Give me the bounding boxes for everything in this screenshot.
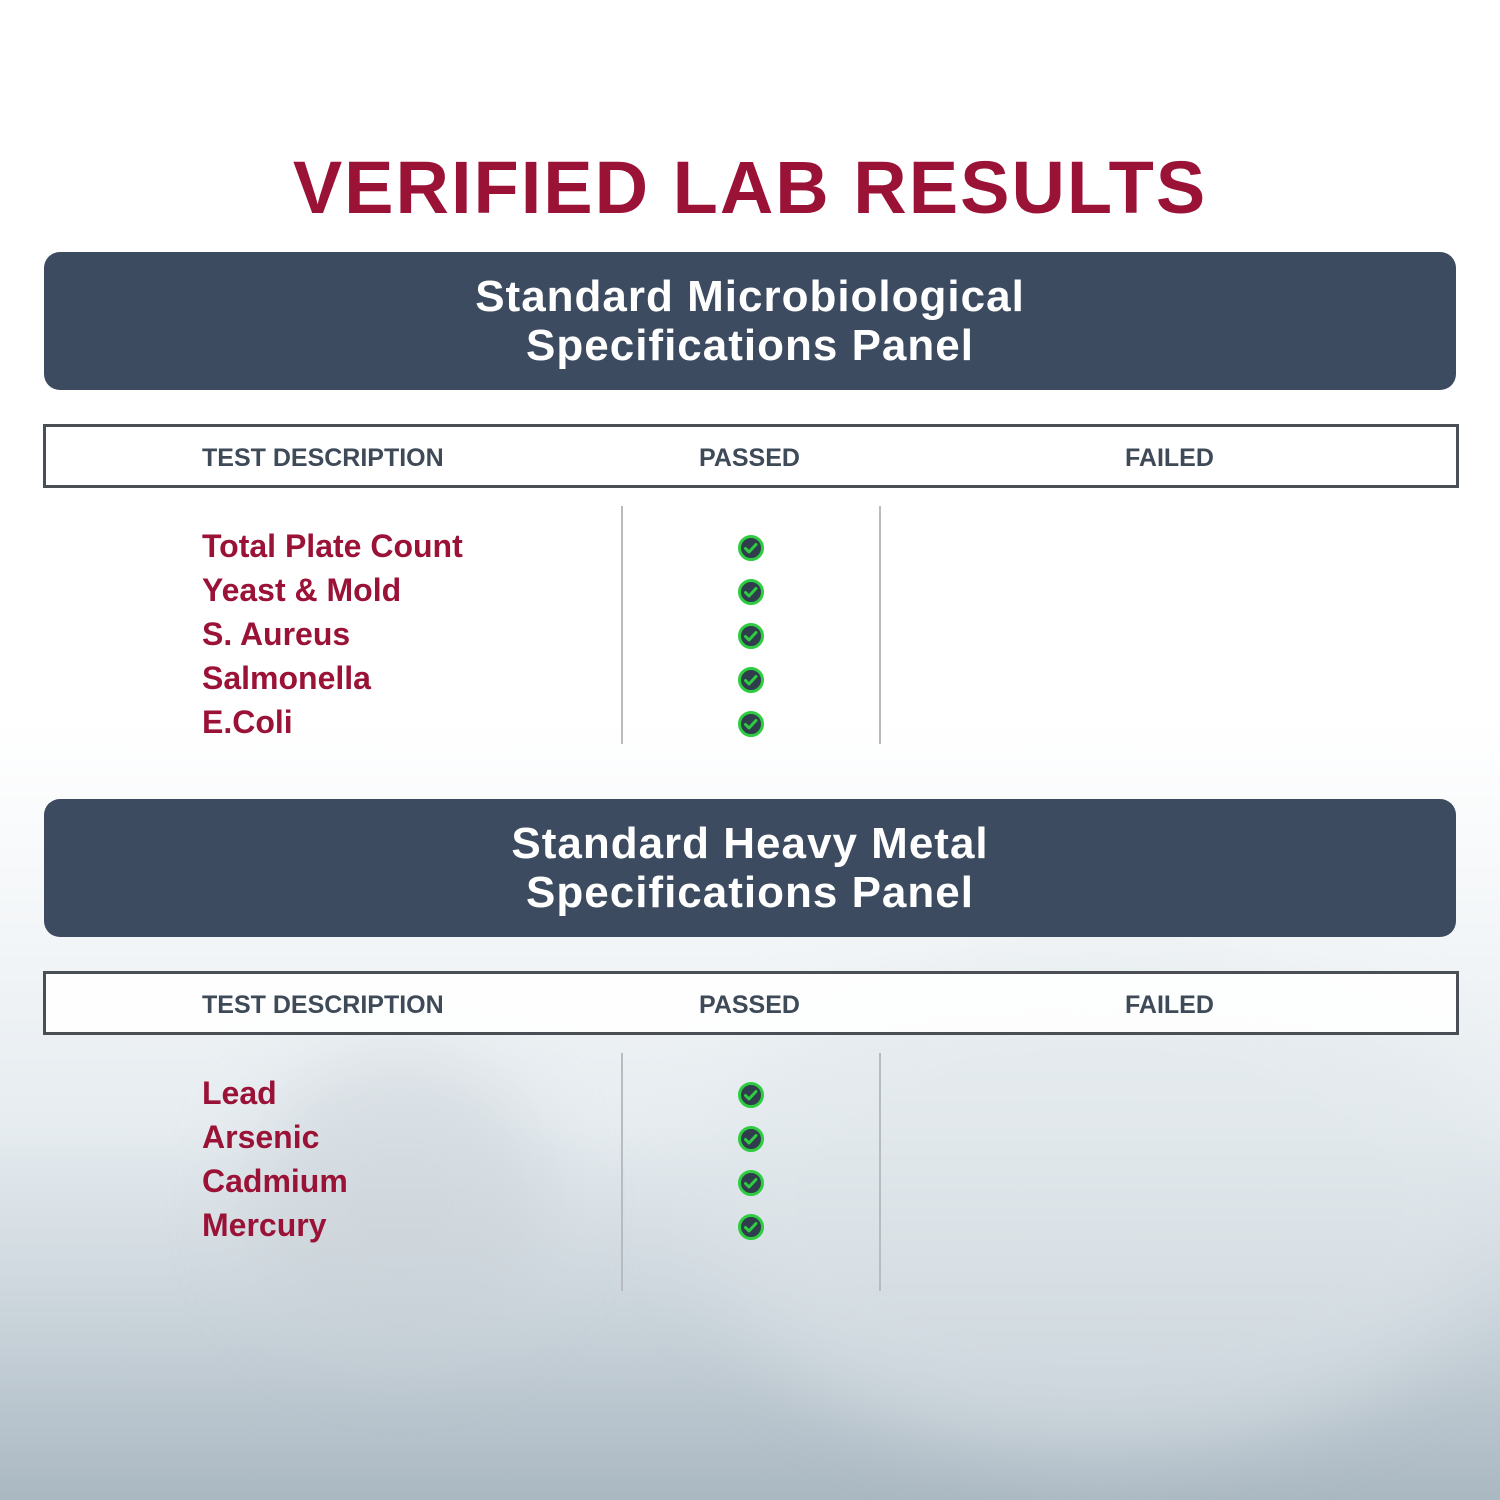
check-circle-icon	[738, 1214, 764, 1240]
panel-banner: Standard Heavy Metal Specifications Pane…	[44, 799, 1456, 937]
check-circle-icon	[738, 1082, 764, 1108]
column-divider	[879, 506, 881, 744]
background-photo-shade	[250, 1050, 550, 1350]
header-passed: PASSED	[699, 444, 800, 472]
header-test-description: TEST DESCRIPTION	[202, 444, 444, 472]
test-name: Arsenic	[202, 1119, 320, 1155]
panel-title-line1: Standard Heavy Metal	[511, 819, 989, 868]
panel-title-line1: Standard Microbiological	[475, 272, 1025, 321]
header-test-description: TEST DESCRIPTION	[202, 991, 444, 1019]
test-name: Mercury	[202, 1207, 327, 1243]
table-header: TEST DESCRIPTION PASSED FAILED	[43, 971, 1459, 1035]
test-name: Yeast & Mold	[202, 572, 402, 608]
panel-banner: Standard Microbiological Specifications …	[44, 252, 1456, 390]
column-divider	[621, 506, 623, 744]
check-circle-icon	[738, 711, 764, 737]
check-circle-icon	[738, 1170, 764, 1196]
header-failed: FAILED	[1125, 444, 1214, 472]
check-circle-icon	[738, 623, 764, 649]
check-circle-icon	[738, 535, 764, 561]
check-circle-icon	[738, 667, 764, 693]
panel-title-line2: Specifications Panel	[526, 321, 974, 370]
header-passed: PASSED	[699, 991, 800, 1019]
check-circle-icon	[738, 1126, 764, 1152]
test-name: Cadmium	[202, 1163, 348, 1199]
test-name: E.Coli	[202, 704, 293, 740]
test-name: S. Aureus	[202, 616, 351, 652]
table-header: TEST DESCRIPTION PASSED FAILED	[43, 424, 1459, 488]
test-name: Lead	[202, 1075, 277, 1111]
test-name: Salmonella	[202, 660, 371, 696]
test-name: Total Plate Count	[202, 528, 463, 564]
panel-title-line2: Specifications Panel	[526, 868, 974, 917]
column-divider	[621, 1053, 623, 1291]
column-divider	[879, 1053, 881, 1291]
page-title: VERIFIED LAB RESULTS	[292, 146, 1208, 229]
check-circle-icon	[738, 579, 764, 605]
header-failed: FAILED	[1125, 991, 1214, 1019]
